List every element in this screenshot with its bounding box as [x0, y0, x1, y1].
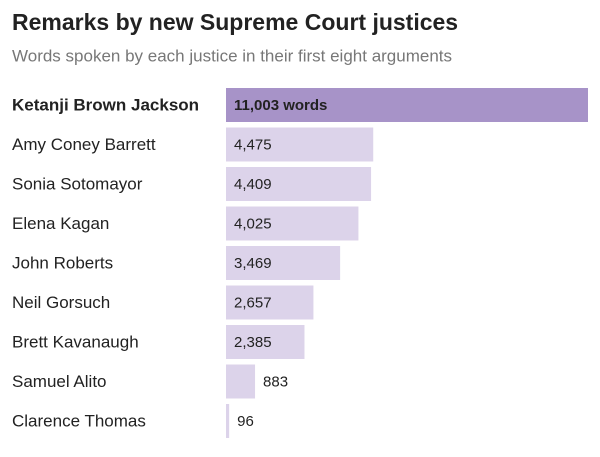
category-label: Amy Coney Barrett — [12, 135, 156, 154]
category-label: Neil Gorsuch — [12, 293, 110, 312]
bar — [226, 285, 314, 320]
bar — [226, 88, 588, 122]
value-label: 11,003 words — [234, 97, 327, 114]
value-label: 883 — [263, 373, 288, 390]
category-label: Elena Kagan — [12, 214, 109, 233]
category-label: Sonia Sotomayor — [12, 174, 143, 193]
bar — [226, 404, 230, 438]
bar — [226, 246, 341, 280]
chart-subtitle: Words spoken by each justice in their fi… — [12, 46, 452, 65]
category-label: Clarence Thomas — [12, 411, 146, 430]
category-label: Ketanji Brown Jackson — [12, 95, 199, 114]
category-label: John Roberts — [12, 253, 113, 272]
chart-title: Remarks by new Supreme Court justices — [12, 9, 458, 35]
category-label: Brett Kavanaugh — [12, 332, 139, 351]
bar — [226, 167, 372, 201]
value-label: 2,385 — [234, 334, 272, 351]
bar — [226, 325, 305, 359]
value-label: 96 — [237, 413, 254, 430]
bar — [226, 127, 374, 162]
value-label: 2,657 — [234, 294, 272, 311]
value-label: 4,409 — [234, 176, 272, 193]
category-label: Samuel Alito — [12, 372, 107, 391]
bar — [226, 206, 359, 241]
bar — [226, 364, 256, 399]
value-label: 4,025 — [234, 215, 272, 232]
value-label: 3,469 — [234, 255, 272, 272]
value-label: 4,475 — [234, 136, 272, 153]
